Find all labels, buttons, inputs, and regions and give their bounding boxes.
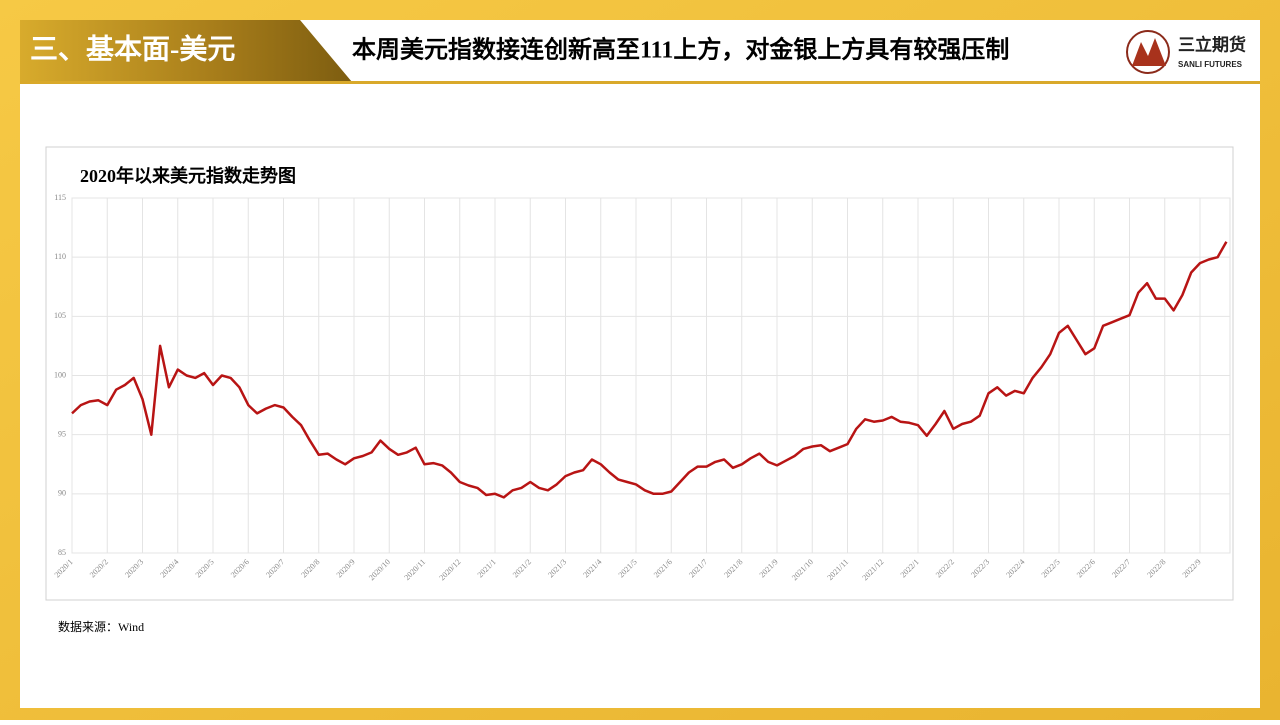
chart-title: 2020年以来美元指数走势图	[80, 165, 296, 186]
logo-ring	[1126, 30, 1170, 74]
y-tick-label: 105	[54, 311, 66, 320]
section-tab	[20, 20, 352, 82]
y-tick-label: 95	[58, 429, 66, 438]
y-tick-label: 85	[58, 548, 66, 557]
section-title: 三、基本面-美元	[30, 33, 235, 65]
y-tick-label: 115	[54, 193, 66, 202]
logo-mountain	[1132, 38, 1166, 66]
logo: 三立期货 SANLI FUTURES	[1126, 30, 1246, 74]
y-tick-label: 90	[58, 489, 66, 498]
dollar-index-line	[71, 241, 1228, 499]
logo-name: 三立期货	[1178, 34, 1246, 54]
source-note: 数据来源：Wind	[58, 619, 144, 634]
logo-english: SANLI FUTURES	[1178, 60, 1243, 69]
header-rule	[20, 81, 1260, 84]
slide-title: 本周美元指数接连创新高至111上方，对金银上方具有较强压制	[352, 36, 1009, 64]
y-tick-label: 110	[54, 252, 66, 261]
y-tick-label: 100	[54, 370, 66, 379]
